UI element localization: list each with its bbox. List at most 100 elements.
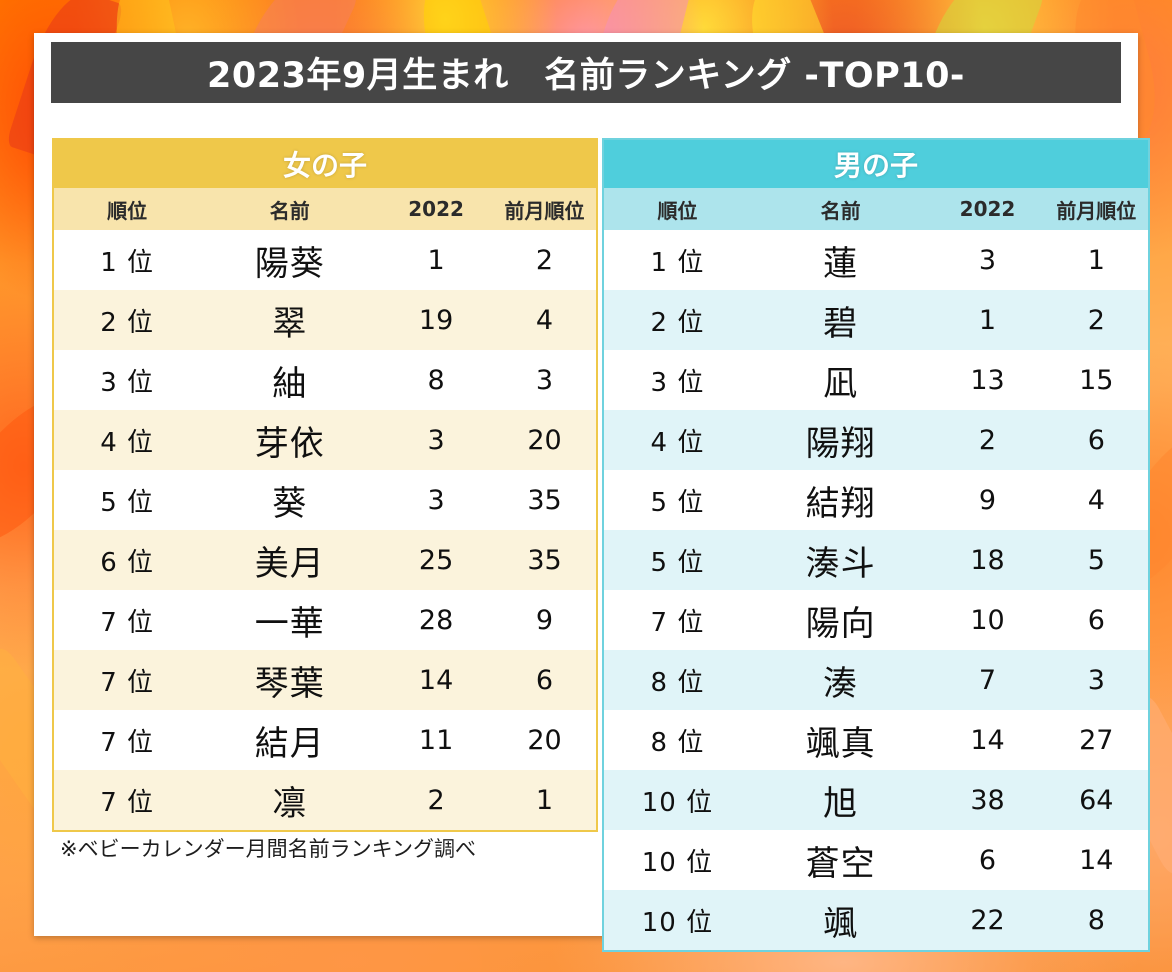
table-row: 7 位琴葉 14 6 <box>54 650 596 710</box>
girls-prev-rank-cell: 9 <box>493 590 596 650</box>
boys-2022-cell: 18 <box>930 530 1045 590</box>
girls-2022-cell: 19 <box>379 290 493 350</box>
boys-rank-cell: 10 位 <box>604 770 751 830</box>
girls-rank-cell: 4 位 <box>54 410 201 470</box>
girls-name-cell: 紬 <box>200 350 380 410</box>
boys-prev-rank-cell: 4 <box>1044 470 1148 530</box>
girls-name-cell: 翠 <box>200 290 380 350</box>
ranking-card: 2023年9月生まれ 名前ランキング -TOP10- 女の子 順位 名前 202… <box>34 33 1150 952</box>
boys-rank-cell: 10 位 <box>604 890 751 950</box>
boys-rank-cell: 1 位 <box>604 230 751 290</box>
boys-prev-rank-cell: 1 <box>1044 230 1148 290</box>
girls-name-cell: 一華 <box>200 590 380 650</box>
boys-2022-cell: 6 <box>930 830 1045 890</box>
girls-prev-rank-cell: 35 <box>493 470 596 530</box>
boys-col-header-rank: 順位 <box>604 188 751 230</box>
table-row: 4 位芽依 3 20 <box>54 410 596 470</box>
girls-table-header-row: 順位 名前 2022 前月順位 <box>54 188 596 230</box>
boys-2022-cell: 3 <box>930 230 1045 290</box>
boys-name-cell: 陽向 <box>750 590 931 650</box>
girls-col-header-2022: 2022 <box>379 188 493 230</box>
boys-rank-cell: 2 位 <box>604 290 751 350</box>
boys-2022-cell: 9 <box>930 470 1045 530</box>
girls-2022-cell: 8 <box>379 350 493 410</box>
boys-2022-cell: 38 <box>930 770 1045 830</box>
table-row: 4 位陽翔 2 6 <box>604 410 1148 470</box>
girls-rank-cell: 3 位 <box>54 350 201 410</box>
boys-2022-cell: 2 <box>930 410 1045 470</box>
boys-2022-cell: 1 <box>930 290 1045 350</box>
boys-2022-cell: 10 <box>930 590 1045 650</box>
table-row: 10 位蒼空 6 14 <box>604 830 1148 890</box>
boys-name-cell: 颯真 <box>750 710 931 770</box>
table-row: 8 位颯真 14 27 <box>604 710 1148 770</box>
boys-name-cell: 颯 <box>750 890 931 950</box>
table-row: 7 位陽向 10 6 <box>604 590 1148 650</box>
boys-prev-rank-cell: 14 <box>1044 830 1148 890</box>
boys-2022-cell: 14 <box>930 710 1045 770</box>
boys-col-header-prev: 前月順位 <box>1044 188 1148 230</box>
girls-name-cell: 凛 <box>200 770 380 830</box>
girls-rank-cell: 1 位 <box>54 230 201 290</box>
boys-name-cell: 陽翔 <box>750 410 931 470</box>
girls-rank-cell: 2 位 <box>54 290 201 350</box>
table-row: 10 位颯 22 8 <box>604 890 1148 950</box>
table-row: 1 位陽葵 1 2 <box>54 230 596 290</box>
source-footnote: ※ベビーカレンダー月間名前ランキング調べ <box>60 837 476 861</box>
girls-name-cell: 琴葉 <box>200 650 380 710</box>
boys-rank-cell: 5 位 <box>604 530 751 590</box>
girls-2022-cell: 11 <box>379 710 493 770</box>
boys-panel-title: 男の子 <box>604 140 1148 188</box>
boys-table-header-row: 順位 名前 2022 前月順位 <box>604 188 1148 230</box>
boys-rank-cell: 8 位 <box>604 710 751 770</box>
girls-rank-cell: 5 位 <box>54 470 201 530</box>
girls-rank-cell: 7 位 <box>54 770 201 830</box>
girls-2022-cell: 1 <box>379 230 493 290</box>
boys-prev-rank-cell: 2 <box>1044 290 1148 350</box>
girls-2022-cell: 3 <box>379 470 493 530</box>
girls-prev-rank-cell: 1 <box>493 770 596 830</box>
girls-prev-rank-cell: 20 <box>493 710 596 770</box>
boys-prev-rank-cell: 64 <box>1044 770 1148 830</box>
girls-rank-cell: 7 位 <box>54 590 201 650</box>
table-row: 5 位葵 3 35 <box>54 470 596 530</box>
table-row: 7 位結月 11 20 <box>54 710 596 770</box>
boys-name-cell: 結翔 <box>750 470 931 530</box>
boys-rank-cell: 3 位 <box>604 350 751 410</box>
girls-2022-cell: 14 <box>379 650 493 710</box>
boys-prev-rank-cell: 27 <box>1044 710 1148 770</box>
girls-panel-title: 女の子 <box>54 140 596 188</box>
page-title: 2023年9月生まれ 名前ランキング -TOP10- <box>207 56 965 96</box>
boys-rank-cell: 5 位 <box>604 470 751 530</box>
girls-prev-rank-cell: 35 <box>493 530 596 590</box>
boys-prev-rank-cell: 3 <box>1044 650 1148 710</box>
girls-name-cell: 陽葵 <box>200 230 380 290</box>
boys-rank-cell: 4 位 <box>604 410 751 470</box>
boys-prev-rank-cell: 8 <box>1044 890 1148 950</box>
boys-rank-cell: 8 位 <box>604 650 751 710</box>
boys-prev-rank-cell: 6 <box>1044 410 1148 470</box>
table-row: 10 位旭 38 64 <box>604 770 1148 830</box>
girls-name-cell: 美月 <box>200 530 380 590</box>
girls-col-header-name: 名前 <box>200 188 380 230</box>
girls-name-cell: 芽依 <box>200 410 380 470</box>
boys-name-cell: 蓮 <box>750 230 931 290</box>
boys-2022-cell: 13 <box>930 350 1045 410</box>
girls-col-header-rank: 順位 <box>54 188 201 230</box>
girls-prev-rank-cell: 6 <box>493 650 596 710</box>
girls-prev-rank-cell: 20 <box>493 410 596 470</box>
boys-col-header-name: 名前 <box>750 188 931 230</box>
boys-rank-cell: 10 位 <box>604 830 751 890</box>
girls-col-header-prev: 前月順位 <box>493 188 596 230</box>
title-banner: 2023年9月生まれ 名前ランキング -TOP10- <box>51 42 1121 103</box>
boys-name-cell: 湊 <box>750 650 931 710</box>
table-row: 5 位結翔 9 4 <box>604 470 1148 530</box>
